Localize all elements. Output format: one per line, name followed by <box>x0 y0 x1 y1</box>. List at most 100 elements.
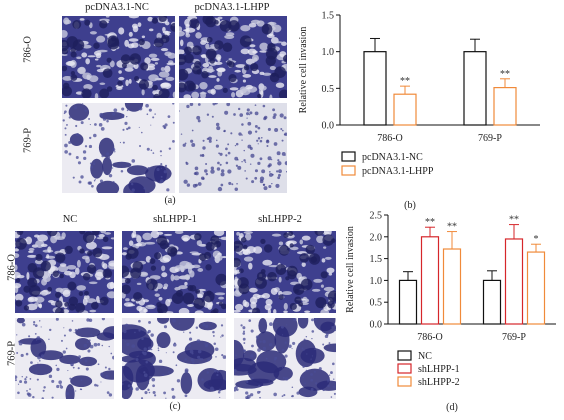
micrograph-cell <box>217 161 220 165</box>
micrograph-cell <box>310 372 313 376</box>
micrograph-cell <box>330 396 333 398</box>
micrograph-cell <box>234 156 239 161</box>
micrograph-cell <box>178 322 181 325</box>
micrograph-cell <box>234 240 244 252</box>
micrograph-cell <box>243 353 246 356</box>
micrograph-cell <box>277 159 280 162</box>
micrograph-cell <box>190 358 194 362</box>
micrograph-pore <box>87 55 96 58</box>
micrograph-cell <box>259 396 261 399</box>
micrograph-cell <box>66 123 68 126</box>
micrograph-pore <box>94 93 99 98</box>
micrograph-cell <box>257 126 261 130</box>
micrograph-cell <box>160 167 162 169</box>
micrograph-cell <box>221 169 225 173</box>
micrograph-pore <box>158 71 170 78</box>
micrograph-pore <box>96 68 105 73</box>
micrograph-cell <box>227 143 230 146</box>
micrograph-cell <box>157 349 160 352</box>
micrograph-cell <box>99 179 103 183</box>
micrograph-cell <box>197 349 202 354</box>
micrograph-cell <box>130 324 132 326</box>
micrograph-pore <box>201 54 208 59</box>
micrograph-cell <box>260 238 266 244</box>
micrograph-cell <box>159 150 163 153</box>
micrograph-pore <box>207 302 213 310</box>
micrograph-cell <box>84 290 89 296</box>
micrograph-clump <box>274 326 290 354</box>
micrograph-cell <box>158 359 163 364</box>
micrograph-cell <box>80 175 84 179</box>
micrograph-cell <box>310 364 312 366</box>
micrograph-pore <box>214 84 223 90</box>
x-tick-label: 769-P <box>478 133 502 144</box>
micrograph-cell <box>306 353 308 355</box>
micrograph-pore <box>204 68 215 73</box>
micrograph-cell <box>280 325 284 329</box>
micrograph-pore <box>259 42 269 51</box>
micrograph-cell <box>16 351 19 354</box>
micrograph-cell <box>299 253 310 263</box>
micrograph-cell <box>189 349 194 354</box>
micrograph-pore <box>38 303 42 308</box>
micrograph-cell <box>258 384 261 388</box>
micrograph-clump <box>99 111 125 120</box>
micrograph-cell <box>143 351 147 356</box>
micrograph-cell <box>244 161 247 163</box>
micrograph-pore <box>77 67 86 74</box>
micrograph-cell <box>186 183 191 187</box>
micrograph-cell <box>139 145 142 148</box>
micrograph-cell <box>331 238 336 243</box>
micrograph-cell <box>212 103 216 106</box>
micrograph-cell <box>167 246 178 257</box>
micrograph-pore <box>216 67 226 72</box>
micrograph-cell <box>245 391 249 395</box>
micrograph-pore <box>278 241 284 246</box>
micrograph-cell <box>84 145 88 148</box>
micrograph-cell <box>265 357 268 360</box>
micrograph-cell <box>85 367 89 371</box>
micrograph-pore <box>101 246 113 250</box>
micrograph-pore <box>179 49 185 55</box>
micrograph-pore <box>273 308 277 313</box>
micrograph-cell <box>89 344 94 349</box>
micrograph-cell <box>294 289 299 294</box>
micrograph-cell <box>315 382 318 385</box>
micrograph-cell <box>67 281 77 291</box>
micrograph-cell <box>302 365 305 368</box>
micrograph-cell <box>144 391 148 395</box>
micrograph-cell <box>92 162 96 165</box>
micrograph-cell <box>96 384 99 387</box>
micrograph-pore <box>15 264 18 271</box>
micrograph-cell <box>191 143 196 147</box>
micrograph-c-786o-shlhpp2-svg <box>234 231 336 313</box>
micrograph-cell <box>268 184 272 189</box>
micrograph-cell <box>196 115 201 120</box>
micrograph-pore <box>82 44 92 49</box>
micrograph-cell <box>141 329 144 331</box>
micrograph-cell <box>59 385 64 389</box>
micrograph-pore <box>160 82 172 90</box>
micrograph-cell <box>282 376 285 379</box>
micrograph-pore <box>262 259 273 266</box>
micrograph-cell <box>202 146 206 150</box>
micrograph-cell <box>262 346 267 351</box>
micrograph-cell <box>241 161 243 163</box>
micrograph-pore <box>248 287 258 293</box>
micrograph-cell <box>234 257 241 268</box>
micrograph-pore <box>178 307 190 313</box>
micrograph-pore <box>110 237 114 240</box>
micrograph-cell <box>74 328 78 332</box>
significance-mark: ** <box>509 215 519 226</box>
micrograph-cell <box>172 121 175 124</box>
micrograph-cell <box>269 322 273 327</box>
micrograph-pore <box>128 78 132 84</box>
micrograph-cell <box>310 378 314 382</box>
micrograph-cell <box>93 42 100 49</box>
micrograph-pore <box>37 234 49 242</box>
bar <box>393 93 417 126</box>
micrograph-cell <box>112 186 114 188</box>
micrograph-cell <box>29 388 31 390</box>
micrograph-cell <box>198 253 207 261</box>
micrograph-cell <box>305 244 316 255</box>
